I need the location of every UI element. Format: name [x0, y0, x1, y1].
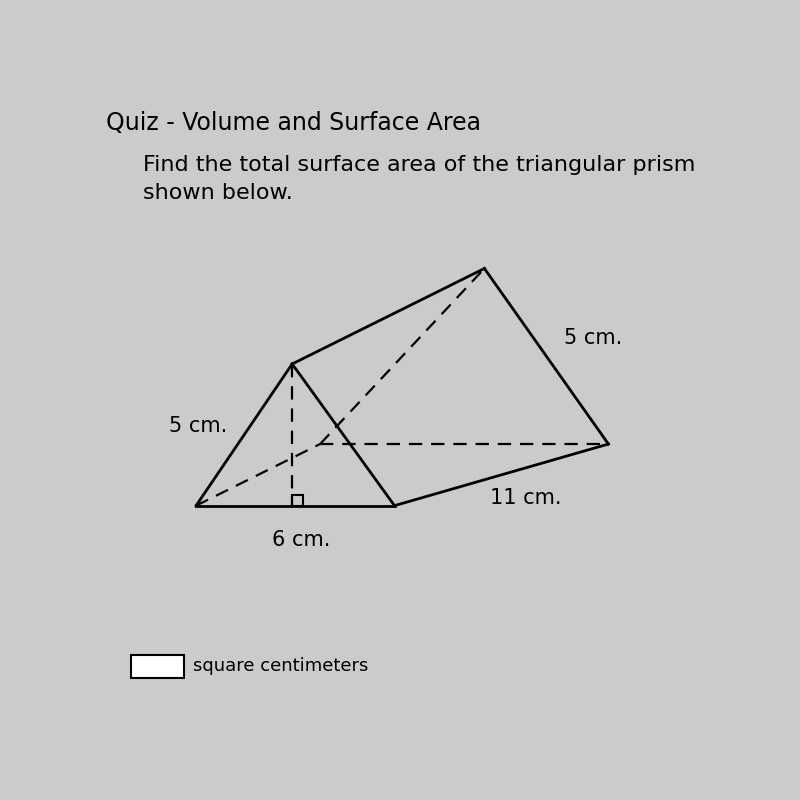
Text: 11 cm.: 11 cm.: [490, 488, 562, 508]
Text: square centimeters: square centimeters: [193, 658, 368, 675]
Bar: [131, 654, 184, 678]
Text: Quiz - Volume and Surface Area: Quiz - Volume and Surface Area: [106, 111, 482, 135]
Text: 6 cm.: 6 cm.: [272, 530, 330, 550]
Text: 5 cm.: 5 cm.: [564, 328, 622, 348]
Text: 5 cm.: 5 cm.: [169, 415, 226, 435]
Text: Find the total surface area of the triangular prism
shown below.: Find the total surface area of the trian…: [143, 154, 696, 202]
